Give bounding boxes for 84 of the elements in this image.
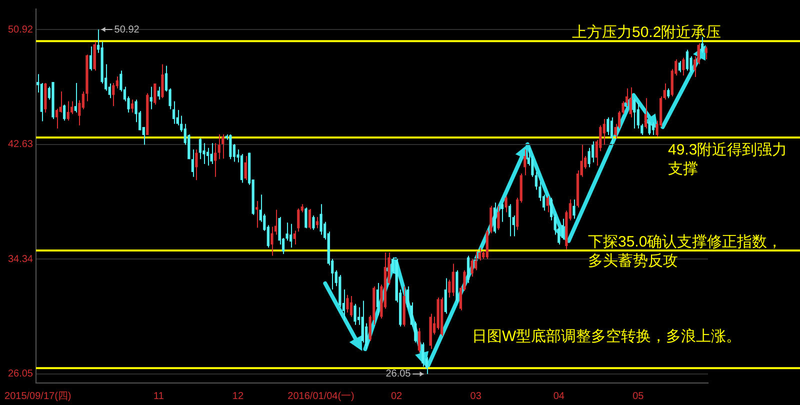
candlestick bbox=[112, 82, 115, 107]
candlestick bbox=[418, 328, 421, 353]
candlestick bbox=[195, 148, 198, 181]
candlestick bbox=[376, 282, 379, 316]
candlestick bbox=[346, 294, 349, 313]
candlestick bbox=[588, 147, 590, 168]
candlestick bbox=[508, 204, 512, 237]
candlestick bbox=[629, 86, 632, 118]
candlestick bbox=[606, 116, 610, 136]
candlestick bbox=[198, 138, 202, 160]
candlestick bbox=[354, 303, 356, 326]
candlestick bbox=[150, 86, 152, 110]
y-tick-label: 26.05 bbox=[8, 368, 34, 380]
candlestick bbox=[678, 60, 682, 73]
candlestick bbox=[470, 258, 474, 278]
candlestick bbox=[210, 142, 213, 164]
candlestick bbox=[500, 202, 504, 222]
candlestick bbox=[214, 142, 217, 178]
x-tick-label: 12 bbox=[232, 390, 244, 402]
x-tick-label: 2016/01/04(一) bbox=[288, 390, 354, 402]
candlestick bbox=[682, 57, 685, 76]
candlestick bbox=[290, 223, 292, 248]
candlestick bbox=[667, 88, 670, 99]
candlestick bbox=[172, 100, 176, 124]
candlestick bbox=[55, 108, 58, 130]
candlestick bbox=[602, 118, 606, 146]
annotation: 日图W型底部调整多空转换，多浪上涨。 bbox=[472, 328, 742, 346]
candlestick bbox=[154, 83, 156, 106]
candlestick bbox=[561, 218, 564, 240]
y-tick-label: 42.63 bbox=[8, 139, 34, 150]
candlestick bbox=[497, 205, 500, 230]
x-tick-label: 04 bbox=[553, 390, 565, 402]
candlestick bbox=[524, 148, 526, 176]
x-tick-label: 11 bbox=[154, 390, 164, 402]
y-tick-label: 34.34 bbox=[8, 254, 34, 265]
candlestick bbox=[644, 98, 648, 130]
candlestick bbox=[161, 64, 164, 99]
candlestick bbox=[636, 102, 640, 130]
candlestick bbox=[293, 230, 296, 245]
candlestick bbox=[222, 134, 224, 160]
x-tick-label: 05 bbox=[632, 390, 644, 402]
ref-line-label: 下探35.0确认支撑修正指数，多头蓄势反攻 bbox=[588, 233, 782, 270]
candlestick bbox=[704, 46, 708, 60]
candlestick bbox=[546, 196, 549, 213]
candlestick bbox=[550, 197, 553, 221]
candlestick bbox=[466, 255, 470, 284]
candlestick bbox=[191, 148, 194, 178]
candlestick bbox=[297, 208, 300, 232]
candlestick bbox=[648, 120, 651, 136]
candlestick bbox=[304, 206, 308, 229]
candlestick bbox=[206, 147, 210, 166]
y-tick-label: 50.92 bbox=[8, 24, 34, 36]
candlestick bbox=[316, 216, 319, 229]
candlestick bbox=[320, 204, 322, 236]
x-tick-label: 02 bbox=[390, 390, 403, 402]
ref-line-label: 上方压力50.2附近承压 bbox=[572, 24, 722, 42]
candlestick bbox=[572, 198, 576, 220]
x-tick-label: 2015/09/17(四) bbox=[4, 390, 72, 402]
candlestick bbox=[66, 100, 70, 122]
candlestick bbox=[270, 226, 274, 256]
candlestick bbox=[350, 296, 353, 318]
candlestick bbox=[633, 98, 636, 130]
candlestick bbox=[686, 49, 689, 72]
annotation: 26.05 bbox=[386, 368, 412, 380]
ref-line-label: 49.3附近得到强力支撑 bbox=[668, 142, 788, 178]
candlestick bbox=[62, 104, 66, 122]
candlestick bbox=[74, 82, 77, 113]
candlestick bbox=[89, 46, 92, 72]
x-tick-label: 03 bbox=[470, 390, 482, 402]
candlestick bbox=[504, 196, 508, 213]
candlestick bbox=[157, 86, 160, 100]
candlestick bbox=[422, 342, 424, 368]
candlestick bbox=[444, 278, 447, 314]
candlestick bbox=[312, 215, 315, 230]
candlestick bbox=[229, 134, 232, 160]
candlestick bbox=[610, 116, 614, 146]
candlestick bbox=[244, 155, 247, 181]
candlestick bbox=[474, 250, 478, 271]
candlestick bbox=[452, 263, 454, 297]
candlestick bbox=[218, 134, 220, 160]
candlestick bbox=[308, 208, 312, 230]
candlestick bbox=[652, 122, 655, 136]
annotation: 50.92 bbox=[114, 24, 140, 36]
candlestick bbox=[592, 140, 594, 163]
